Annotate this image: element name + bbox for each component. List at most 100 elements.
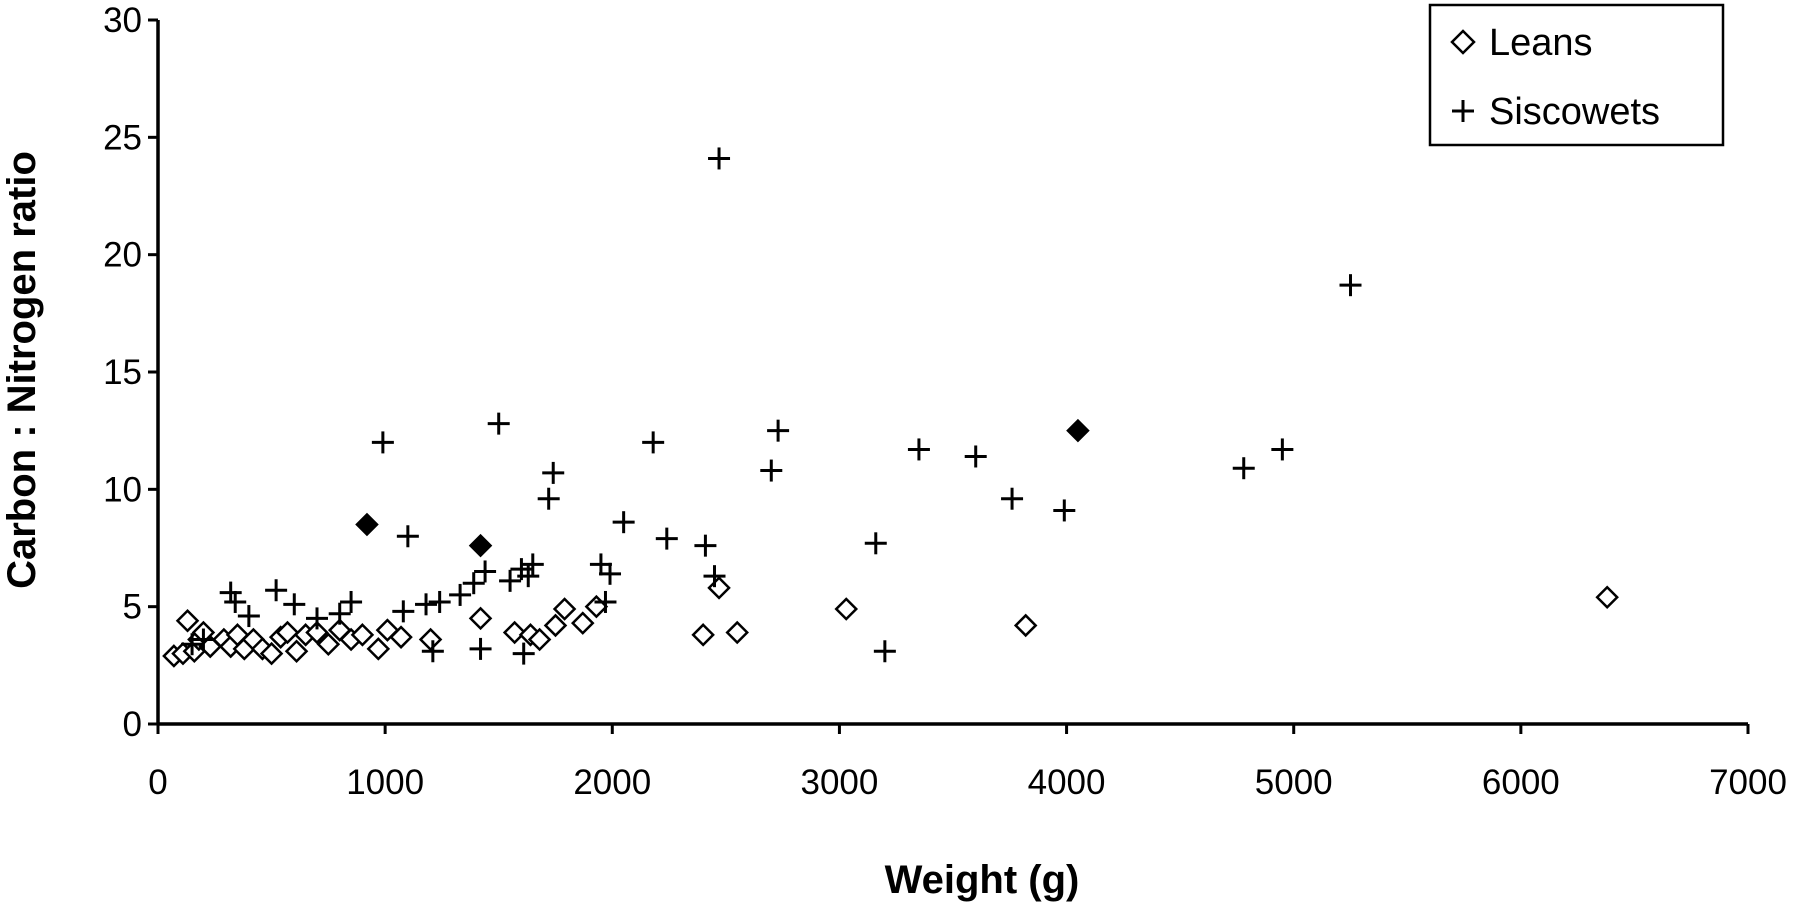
siscowet-point [265, 579, 288, 602]
siscowet-point [237, 605, 260, 628]
lean-point [468, 606, 493, 631]
siscowet-point [340, 590, 363, 613]
siscowet-point [655, 527, 678, 550]
x-tick-label: 7000 [1709, 763, 1787, 802]
legend-item-leans: Leans [1450, 22, 1593, 64]
siscowet-point [224, 590, 247, 613]
legend-label-leans: Leans [1489, 22, 1593, 64]
data-points [162, 147, 1619, 668]
lean-point [834, 597, 859, 621]
lean-point [175, 608, 200, 633]
siscowet-point [392, 600, 415, 623]
y-tick-label: 0 [123, 705, 142, 744]
ticks: 0 5 10 15 20 25 30 0 1000 2000 3000 4000 5000 6000 700… [103, 1, 1787, 802]
siscowet-point [499, 569, 522, 592]
siscowet-point [537, 487, 560, 510]
siscowet-point [708, 147, 731, 170]
siscowet-point [542, 461, 565, 484]
x-tick-label: 1000 [346, 763, 424, 802]
x-tick-label: 3000 [800, 763, 878, 802]
siscowet-point [907, 438, 930, 461]
y-axis-title: Carbon : Nitrogen ratio [0, 151, 44, 589]
lean-point [570, 611, 595, 635]
siscowet-point [192, 628, 215, 651]
siscowet-point [703, 565, 726, 588]
y-tick-label: 20 [103, 236, 142, 275]
lean-point-filled [468, 533, 493, 558]
siscowet-point [760, 459, 783, 482]
siscowet-point [521, 553, 544, 576]
siscowet-point [1232, 457, 1255, 480]
x-axis-title: Weight (g) [885, 858, 1080, 902]
siscowet-point [599, 562, 622, 585]
lean-point [275, 620, 300, 645]
legend-item-siscowets: Siscowets [1452, 91, 1660, 133]
legend-marker-leans [1450, 29, 1476, 55]
lean-point-filled [1066, 418, 1090, 443]
siscowet-point [964, 445, 987, 468]
siscowet-point [1053, 499, 1076, 522]
siscowet-point [371, 431, 394, 454]
x-tick-label: 0 [148, 763, 167, 802]
siscowet-point [415, 593, 438, 616]
y-tick-label: 15 [103, 353, 142, 392]
siscowet-point [612, 511, 635, 534]
siscowet-point [589, 553, 612, 576]
siscowet-point [469, 637, 492, 660]
siscowet-point [594, 590, 617, 613]
siscowet-point [396, 525, 419, 548]
siscowet-point [512, 642, 535, 665]
siscowet-point [474, 560, 497, 583]
x-tick-label: 2000 [573, 763, 651, 802]
y-tick-label: 30 [103, 1, 142, 40]
siscowet-point [1001, 487, 1024, 510]
siscowet-point [694, 534, 717, 557]
lean-point [707, 576, 731, 600]
lean-point [584, 594, 609, 619]
legend-label-siscowets: Siscowets [1489, 91, 1660, 133]
siscowet-point [181, 633, 204, 656]
y-tick-label: 25 [103, 118, 142, 157]
x-tick-label: 5000 [1255, 763, 1333, 802]
lean-point-filled [355, 512, 379, 537]
siscowet-point [283, 593, 306, 616]
lean-point [502, 620, 527, 645]
siscowet-point [428, 590, 451, 613]
lean-point [527, 627, 552, 652]
y-tick-label: 10 [103, 470, 142, 509]
lean-point [259, 641, 284, 666]
lean-point [691, 623, 715, 647]
lean-point [305, 620, 329, 645]
lean-point [725, 620, 749, 645]
lean-point [543, 613, 568, 638]
lean-point [366, 637, 391, 661]
lean-point [1013, 613, 1038, 638]
siscowet-point [517, 565, 540, 588]
lean-point [316, 632, 341, 656]
siscowet-point [1339, 274, 1362, 297]
lean-point [1595, 585, 1619, 610]
siscowet-point [873, 640, 896, 663]
siscowet-point [421, 640, 444, 663]
lean-point [418, 627, 443, 652]
siscowet-point [328, 602, 351, 625]
siscowet-point [487, 412, 510, 435]
siscowet-point [449, 583, 472, 606]
y-tick-label: 5 [123, 588, 142, 627]
siscowet-point [642, 431, 665, 454]
legend-box [1428, 3, 1725, 147]
siscowet-point [864, 532, 887, 555]
siscowet-point [306, 607, 328, 630]
lean-point [350, 623, 375, 647]
siscowet-point [219, 581, 242, 604]
lean-point [389, 625, 413, 649]
siscowet-point [462, 572, 485, 595]
lean-point [552, 597, 577, 621]
siscowet-point [767, 419, 790, 442]
x-tick-label: 6000 [1482, 763, 1560, 802]
legend: Leans Siscowets [1428, 3, 1725, 147]
siscowet-point [1271, 438, 1294, 461]
lean-point [284, 639, 309, 664]
